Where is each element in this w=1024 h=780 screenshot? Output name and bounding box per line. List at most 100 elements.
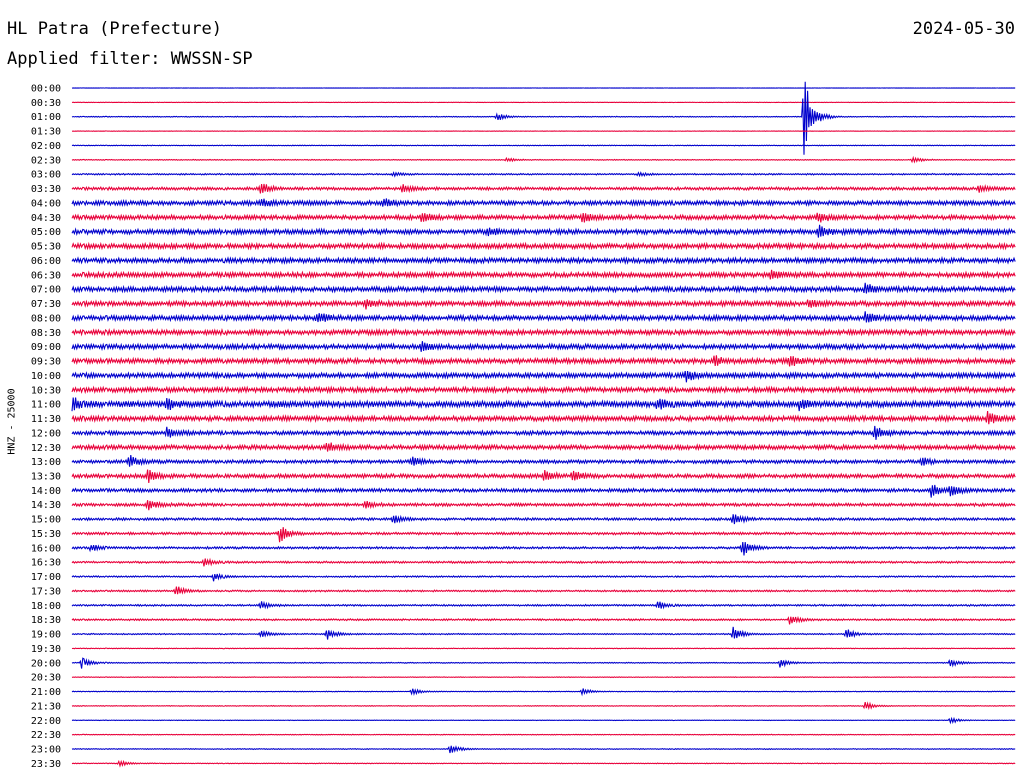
time-tick-label: 08:30 — [31, 328, 61, 339]
trace-row — [71, 716, 1016, 725]
trace-row — [71, 425, 1016, 440]
time-tick-label: 17:00 — [31, 572, 61, 583]
trace-row — [71, 212, 1016, 223]
trace-row — [71, 626, 1016, 640]
trace-row — [71, 183, 1016, 194]
trace-row — [71, 542, 1016, 556]
trace-row — [71, 255, 1016, 265]
trace-row — [71, 586, 1016, 595]
time-tick-label: 01:00 — [31, 112, 61, 123]
trace-row — [71, 745, 1016, 754]
trace-row — [71, 341, 1016, 352]
time-tick-label: 14:30 — [31, 500, 61, 511]
trace-row — [71, 454, 1016, 467]
time-tick-label: 13:00 — [31, 457, 61, 468]
time-tick-label: 15:00 — [31, 515, 61, 526]
time-tick-label: 10:30 — [31, 385, 61, 396]
time-tick-label: 09:30 — [31, 357, 61, 368]
trace-row — [71, 469, 1016, 484]
trace-row — [71, 759, 1016, 768]
trace-row — [71, 410, 1016, 425]
time-tick-label: 18:30 — [31, 615, 61, 626]
trace-row — [71, 282, 1016, 294]
time-tick-label: 00:30 — [31, 98, 61, 109]
trace-row — [71, 171, 1016, 178]
trace-row — [71, 355, 1016, 367]
time-tick-label: 07:30 — [31, 299, 61, 310]
channel-axis-label: HNZ - 25000 — [6, 388, 18, 455]
time-tick-label: 17:30 — [31, 586, 61, 597]
station-title: HL Patra (Prefecture) — [7, 19, 222, 39]
trace-row — [71, 688, 1016, 697]
trace-row — [71, 572, 1016, 582]
trace-row — [71, 298, 1016, 310]
time-tick-label: 03:00 — [31, 170, 61, 181]
time-tick-label: 20:00 — [31, 658, 61, 669]
trace-row — [71, 647, 1016, 650]
trace-row — [71, 370, 1016, 383]
time-tick-label: 06:00 — [31, 256, 61, 267]
trace-row — [71, 514, 1016, 525]
trace-row — [71, 269, 1016, 280]
time-tick-label: 02:00 — [31, 141, 61, 152]
trace-row — [71, 155, 1016, 164]
time-tick-label: 21:00 — [31, 687, 61, 698]
time-tick-label: 16:30 — [31, 558, 61, 569]
time-tick-label: 13:30 — [31, 471, 61, 482]
trace-row — [71, 144, 1016, 147]
trace-row — [71, 198, 1016, 208]
time-tick-label: 22:30 — [31, 730, 61, 741]
filter-label: Applied filter: WWSSN-SP — [7, 49, 253, 69]
time-tick-label: 21:30 — [31, 701, 61, 712]
time-tick-label: 12:30 — [31, 443, 61, 454]
trace-row — [71, 676, 1016, 679]
record-date: 2024-05-30 — [912, 19, 1015, 39]
time-tick-label: 06:30 — [31, 270, 61, 281]
channel-label-wrap: HNZ - 25000 — [4, 378, 20, 468]
trace-row — [71, 657, 1016, 669]
time-tick-label: 19:00 — [31, 630, 61, 641]
trace-row — [71, 442, 1016, 452]
trace-row — [71, 615, 1016, 625]
trace-row — [71, 527, 1016, 543]
trace-row — [71, 397, 1016, 412]
time-tick-labels: 00:00 00:30 01:00 01:30 02:00 02:30 03:00 03:30… — [31, 84, 61, 770]
time-tick-label: 07:00 — [31, 285, 61, 296]
trace-row — [71, 327, 1016, 337]
time-tick-label: 20:30 — [31, 673, 61, 684]
trace-row — [71, 600, 1016, 610]
time-tick-label: 03:30 — [31, 184, 61, 195]
time-tick-label: 18:00 — [31, 601, 61, 612]
time-tick-label: 11:30 — [31, 414, 61, 425]
trace-row — [71, 81, 1016, 155]
time-tick-label: 23:30 — [31, 759, 61, 770]
time-tick-label: 08:00 — [31, 313, 61, 324]
time-tick-label: 16:00 — [31, 543, 61, 554]
time-tick-label: 12:00 — [31, 428, 61, 439]
time-tick-label: 01:30 — [31, 127, 61, 138]
time-tick-label: 10:00 — [31, 371, 61, 382]
time-tick-label: 04:00 — [31, 198, 61, 209]
trace-row — [71, 311, 1016, 323]
trace-row — [71, 224, 1016, 238]
time-tick-label: 05:30 — [31, 242, 61, 253]
time-tick-label: 14:00 — [31, 486, 61, 497]
trace-row — [71, 241, 1016, 251]
trace-layer — [71, 81, 1016, 768]
trace-row — [71, 733, 1016, 736]
time-tick-label: 09:00 — [31, 342, 61, 353]
time-tick-label: 19:30 — [31, 644, 61, 655]
time-tick-label: 22:00 — [31, 716, 61, 727]
trace-row — [71, 500, 1016, 511]
trace-row — [71, 484, 1016, 498]
time-tick-label: 23:00 — [31, 745, 61, 756]
time-tick-label: 11:00 — [31, 400, 61, 411]
trace-row — [71, 701, 1016, 711]
trace-row — [71, 557, 1016, 567]
time-tick-label: 05:00 — [31, 227, 61, 238]
time-tick-label: 00:00 — [31, 84, 61, 95]
time-tick-label: 15:30 — [31, 529, 61, 540]
time-tick-label: 02:30 — [31, 155, 61, 166]
time-tick-label: 04:30 — [31, 213, 61, 224]
